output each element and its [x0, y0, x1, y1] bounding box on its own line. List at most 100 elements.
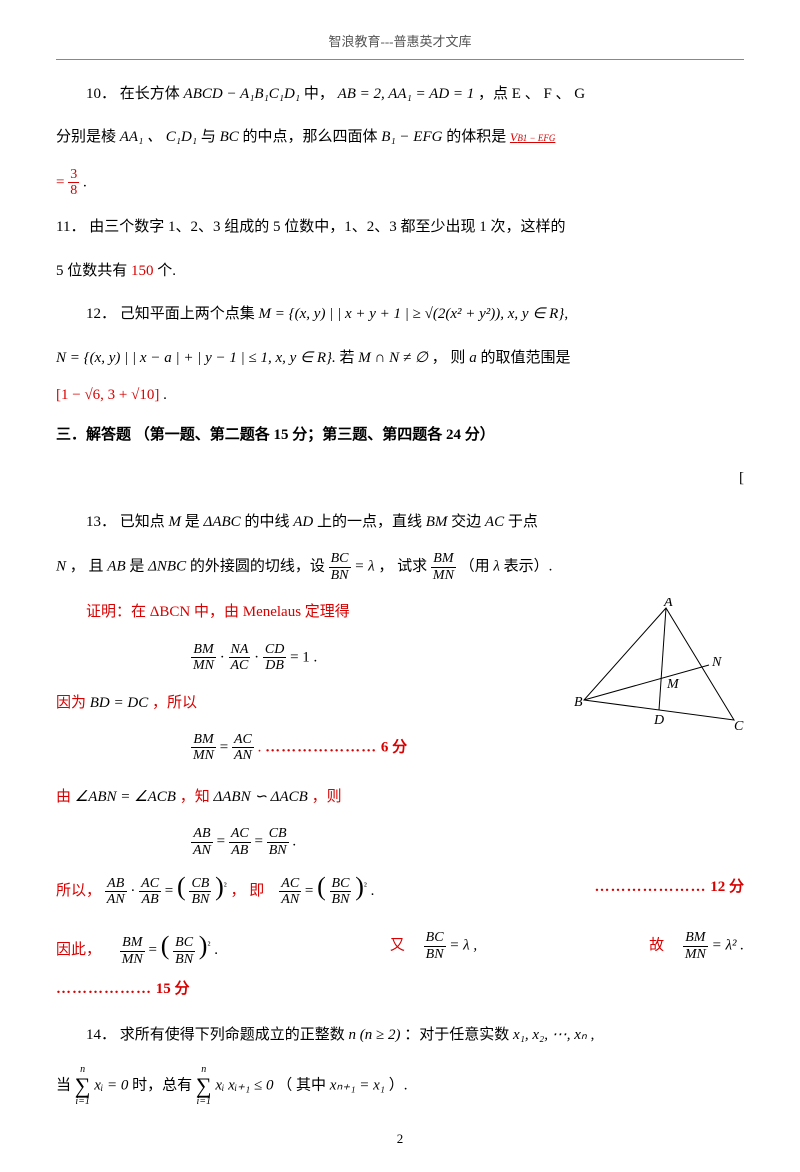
- q13-t7: ， 且: [70, 559, 108, 575]
- lp1: (: [177, 872, 186, 901]
- q13-M: M: [169, 514, 182, 530]
- q14-comma: ,: [591, 1027, 595, 1043]
- header-rule: [56, 59, 744, 60]
- rp2: ): [355, 872, 364, 901]
- q13-line1: 13． 已知点 M 是 ΔABC 的中线 AD 上的一点，直线 BM 交边 AC…: [56, 508, 744, 537]
- dot2: ·: [254, 649, 263, 665]
- e3an: AB: [191, 826, 213, 842]
- sum1-bot: i=1: [75, 1097, 91, 1107]
- e4cn: CB: [189, 876, 211, 892]
- q13-eq3: ABAN = ACAB = CBBN .: [56, 826, 744, 858]
- eq2eq: =: [220, 739, 232, 755]
- q11-line1: 11． 由三个数字 1、2、3 组成的 5 位数中，1、2、3 都至少出现 1 …: [56, 213, 744, 242]
- e7an: BM: [683, 930, 708, 946]
- section3-bracket: [: [56, 464, 744, 493]
- e3cn: CB: [267, 826, 289, 842]
- sigma2: ∑: [196, 1075, 212, 1097]
- fig-N: N: [711, 655, 722, 670]
- q12-cond: M ∩ N ≠ ∅: [358, 350, 428, 366]
- e4ad: AN: [105, 892, 127, 907]
- e5b: BCBN: [173, 935, 195, 967]
- q14-line2: 当 n ∑ i=1 xᵢ = 0 时，总有 n ∑ i=1 xᵢ xᵢ₊₁ ≤ …: [56, 1065, 744, 1107]
- q11-t1: 由三个数字 1、2、3 组成的 5 位数中，1、2、3 都至少出现 1 次，这样…: [89, 219, 565, 235]
- ang: ∠ABN = ∠ACB: [75, 789, 176, 805]
- q11-line2: 5 位数共有 150 个.: [56, 257, 744, 286]
- q12-t4: 的取值范围是: [480, 350, 570, 366]
- section3: 三．解答题 （第一题、第二题各 15 分；第三题、第四题各 24 分）: [56, 421, 744, 450]
- q10-period: .: [83, 174, 87, 190]
- q10-den: 8: [68, 183, 79, 198]
- q13-gu-block: 故 BMMN = λ² .: [649, 930, 744, 962]
- q12-period: .: [163, 387, 167, 403]
- q13-by: 由 ∠ABN = ∠ACB ，知 ΔABN ∽ ΔACB ，则: [56, 783, 744, 812]
- because: 因为: [56, 695, 90, 711]
- q13-t11: （用: [460, 559, 494, 575]
- sum2-body: xᵢ xᵢ₊₁ ≤ 0: [215, 1077, 273, 1093]
- e2an: BM: [191, 732, 216, 748]
- you: 又: [390, 938, 405, 954]
- e1cn: CD: [263, 642, 286, 658]
- q10-l2b: AA₁ 、 C₁D₁: [120, 129, 197, 145]
- q13-tri: ΔABC: [204, 514, 241, 530]
- q10-frac: 3 8: [68, 167, 79, 199]
- e2ad: MN: [191, 748, 216, 763]
- e3a: ABAN: [191, 826, 213, 858]
- e1bn: NA: [229, 642, 251, 658]
- lp3: (: [161, 931, 170, 960]
- q10-ans-sub: B1 − EFG: [517, 133, 555, 143]
- q14-when: 当: [56, 1077, 75, 1093]
- bracket: [: [739, 470, 744, 486]
- eqlamsq: = λ² .: [712, 938, 744, 954]
- e4en: BC: [330, 876, 352, 892]
- eq5e: =: [149, 942, 161, 958]
- sum2-bot: i=1: [196, 1097, 212, 1107]
- dots6: …………………: [265, 739, 377, 755]
- q10-t3: ，点 E 、 F 、 G: [478, 86, 585, 102]
- q10-l2d: BC: [220, 129, 239, 145]
- eqlam2: = λ ,: [449, 938, 477, 954]
- q13-t6: 于点: [508, 514, 538, 530]
- e1an: BM: [191, 642, 216, 658]
- q14-t4: （ 其中: [277, 1077, 330, 1093]
- e5bn: BC: [173, 935, 195, 951]
- q12-line3: [1 − √6, 3 + √10] .: [56, 381, 744, 410]
- q10-line3: = 3 8 .: [56, 167, 744, 199]
- e4dn: AC: [279, 876, 301, 892]
- q10-line1: 10． 在长方体 ABCD − A₁B₁C₁D₁ 中， AB = 2, AA₁ …: [56, 80, 744, 109]
- q11-t2: 5 位数共有: [56, 263, 131, 279]
- eq4e1: =: [165, 883, 177, 899]
- triangle-figure: A B C D M N: [574, 598, 744, 749]
- q13-f1n: BC: [329, 551, 351, 567]
- q13-t2: 是: [185, 514, 204, 530]
- q13-t10: ， 试求: [378, 559, 431, 575]
- q13-you-block: 又 BCBN = λ ,: [390, 930, 477, 962]
- q10-l2a: 分别是棱: [56, 129, 120, 145]
- q13-label: 13．: [86, 514, 120, 530]
- q13-eqlam: = λ: [354, 559, 374, 575]
- e4a: ABAN: [105, 876, 127, 908]
- q13-t8: 是: [129, 559, 148, 575]
- q12-mset: M = {(x, y) | | x + y + 1 | ≥ √(2(x² + y…: [259, 306, 565, 322]
- q13-eq4-row: 所以， ABAN · ACAB = ( CBBN )² ， 即 ACAN = (…: [56, 862, 744, 911]
- q13-t5: 交边: [451, 514, 485, 530]
- q12-line2: N = {(x, y) | | x − a | + | y − 1 | ≤ 1,…: [56, 344, 744, 373]
- e3b: ACAB: [229, 826, 251, 858]
- by: 由: [56, 789, 75, 805]
- q13-t1: 已知点: [120, 514, 169, 530]
- q12-label: 12．: [86, 306, 120, 322]
- eq3e1: =: [217, 834, 229, 850]
- q13-frac1: BCBN: [329, 551, 351, 583]
- e4an: AB: [105, 876, 127, 892]
- know: ，知: [180, 789, 214, 805]
- sum1-body: xᵢ = 0: [94, 1077, 128, 1093]
- q14-wrap: xₙ₊₁ = x₁: [330, 1077, 385, 1093]
- e1c: CDDB: [263, 642, 286, 674]
- q10-line2: 分别是棱 AA₁ 、 C₁D₁ 与 BC 的中点，那么四面体 B₁ − EFG …: [56, 123, 744, 152]
- s12: 12 分: [710, 879, 744, 895]
- sq1: ²: [224, 881, 227, 892]
- q12-ans: [1 − √6, 3 + √10]: [56, 387, 159, 403]
- sum2: n ∑ i=1: [196, 1065, 212, 1107]
- e1rhs: = 1 .: [290, 649, 317, 665]
- bd_dc: BD = DC: [90, 695, 148, 711]
- q14-t2: ：对于任意实数: [404, 1027, 513, 1043]
